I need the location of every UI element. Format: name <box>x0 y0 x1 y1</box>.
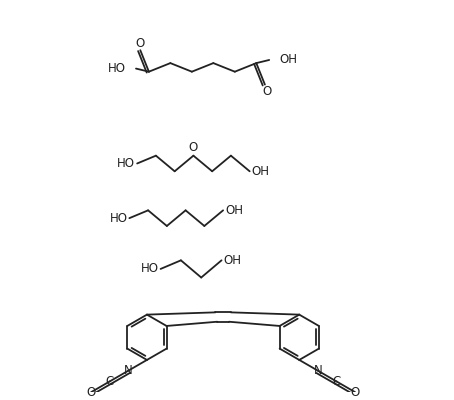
Text: C: C <box>106 375 114 388</box>
Text: O: O <box>262 85 271 98</box>
Text: HO: HO <box>108 62 125 75</box>
Text: HO: HO <box>141 262 158 276</box>
Text: O: O <box>350 386 360 399</box>
Text: N: N <box>124 364 133 377</box>
Text: O: O <box>87 386 96 399</box>
Text: OH: OH <box>225 204 243 217</box>
Text: C: C <box>332 375 340 388</box>
Text: N: N <box>313 364 322 377</box>
Text: O: O <box>136 37 145 50</box>
Text: OH: OH <box>280 54 298 66</box>
Text: OH: OH <box>252 165 270 178</box>
Text: O: O <box>189 141 198 154</box>
Text: HO: HO <box>117 157 135 170</box>
Text: OH: OH <box>223 254 242 267</box>
Text: HO: HO <box>109 212 128 225</box>
